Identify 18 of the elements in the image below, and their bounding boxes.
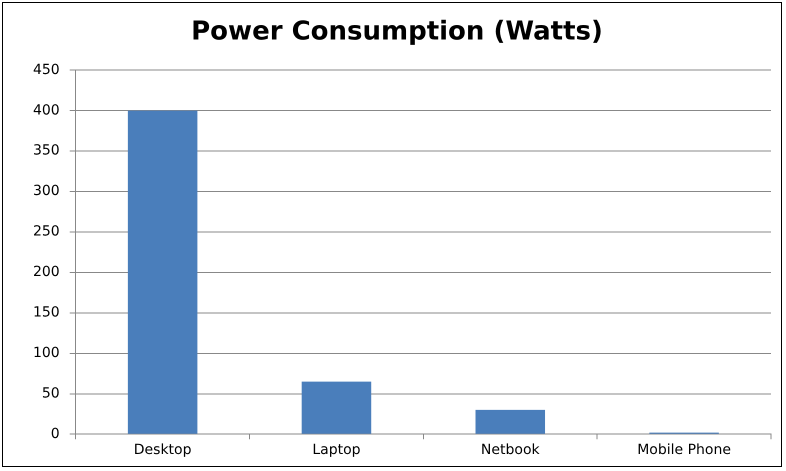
y-tick-label: 450 (32, 62, 60, 78)
y-tick-label: 400 (32, 102, 60, 118)
y-tick-label: 300 (32, 183, 60, 200)
x-tick-label: Mobile Phone (637, 442, 731, 458)
y-tick-label: 150 (32, 304, 60, 321)
y-tick-label: 100 (32, 344, 60, 361)
x-tick-label: Laptop (312, 442, 361, 458)
y-tick-label: 250 (32, 224, 60, 240)
x-tick-label: Desktop (134, 442, 192, 458)
chart-title: Power Consumption (Watts) (191, 16, 603, 46)
bar (476, 410, 546, 434)
y-tick-label: 0 (50, 426, 60, 442)
y-tick-label: 200 (32, 264, 60, 280)
bar (302, 382, 372, 434)
x-tick-label: Netbook (480, 442, 541, 458)
bar (128, 110, 198, 434)
y-tick-label: 50 (42, 385, 60, 402)
y-tick-label: 350 (32, 142, 60, 159)
